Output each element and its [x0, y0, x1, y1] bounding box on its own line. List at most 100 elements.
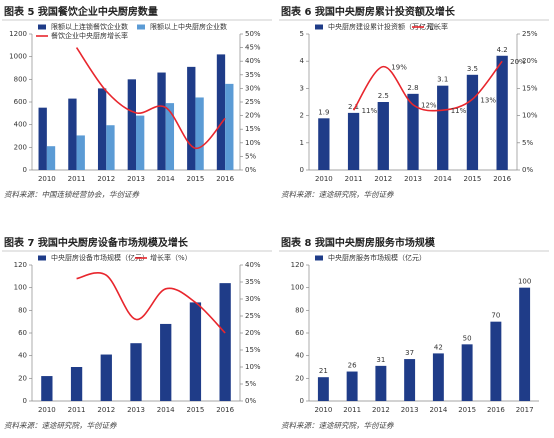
x-tick-label: 2015 [187, 406, 205, 414]
x-tick-label: 2010 [38, 406, 56, 414]
bar [41, 376, 53, 401]
bar-label: 3.5 [467, 65, 478, 73]
y2-tick-label: 10% [245, 363, 261, 371]
bar [318, 118, 330, 170]
y-tick-label: 200 [14, 143, 27, 151]
bar [432, 353, 444, 401]
line [75, 47, 226, 150]
y-tick-label: 3 [300, 84, 304, 92]
bar [165, 103, 175, 170]
bar [347, 112, 360, 170]
y-tick-label: 400 [14, 121, 27, 129]
y-tick-label: 5 [300, 30, 304, 38]
bar-label: 37 [405, 349, 414, 357]
legend-swatch [137, 24, 145, 30]
y2-tick-label: 5% [245, 152, 256, 160]
y-tick-label: 2 [300, 112, 304, 120]
line [352, 60, 503, 112]
y-tick-label: 40 [295, 352, 304, 360]
bar [375, 365, 387, 401]
bar [437, 85, 449, 170]
x-tick-label: 2011 [68, 175, 86, 183]
legend-label: 中央厨房建设累计投资额（万亿元） [328, 22, 440, 31]
bar [317, 377, 329, 401]
x-tick-label: 2010 [38, 175, 56, 183]
legend-swatch [315, 255, 323, 261]
legend-label: 限额以上中央厨房企业数 [150, 22, 227, 31]
x-tick-label: 2012 [374, 175, 392, 183]
y-tick-label: 100 [14, 284, 27, 292]
y-tick-label: 0 [23, 166, 27, 174]
bar [97, 88, 107, 170]
y2-tick-label: 45% [245, 44, 261, 52]
bar-label: 2.5 [378, 92, 389, 100]
bar [76, 135, 85, 170]
bar [216, 54, 226, 170]
x-tick-label: 2011 [343, 406, 361, 414]
y2-tick-label: 10% [245, 139, 261, 147]
y-tick-label: 0 [300, 397, 304, 405]
y-tick-label: 1200 [9, 30, 27, 38]
x-tick-label: 2011 [68, 406, 86, 414]
y2-tick-label: 0% [245, 397, 256, 405]
x-tick-label: 2015 [458, 406, 476, 414]
bar [68, 98, 77, 170]
chart-title: 图表 6 我国中央厨房累计投资额及增长 [281, 5, 456, 18]
bar-label: 2.8 [407, 84, 418, 92]
y-tick-label: 0 [300, 166, 304, 174]
line-label: 19% [391, 64, 407, 72]
y2-tick-label: 40% [245, 261, 261, 269]
line-label: 11% [451, 107, 467, 115]
x-tick-label: 2016 [493, 175, 511, 183]
y2-tick-label: 15% [522, 84, 538, 92]
x-tick-label: 2010 [314, 406, 332, 414]
y-tick-label: 120 [291, 261, 304, 269]
bar [195, 97, 204, 170]
source-note: 资料来源：速途研究院，华创证券 [281, 421, 394, 430]
y2-tick-label: 10% [522, 112, 538, 120]
y-tick-label: 60 [295, 329, 304, 337]
x-tick-label: 2016 [487, 406, 505, 414]
x-tick-label: 2013 [404, 175, 422, 183]
y-tick-label: 600 [14, 98, 27, 106]
x-tick-label: 2012 [97, 406, 115, 414]
x-tick-label: 2015 [187, 175, 205, 183]
line [76, 271, 226, 334]
y-tick-label: 20 [18, 374, 27, 382]
x-tick-label: 2015 [464, 175, 482, 183]
bar [127, 79, 136, 170]
legend-label: 中央厨房设备市场规模（亿元） [51, 253, 149, 262]
y-tick-label: 80 [18, 306, 27, 314]
x-tick-label: 2017 [516, 406, 534, 414]
x-tick-label: 2014 [434, 175, 452, 183]
bar-label: 3.1 [437, 76, 448, 84]
x-tick-label: 2013 [401, 406, 419, 414]
bar [46, 146, 56, 170]
y2-tick-label: 0% [522, 166, 533, 174]
bar-label: 70 [491, 312, 500, 320]
x-tick-label: 2012 [372, 406, 390, 414]
bar [225, 83, 234, 170]
y2-tick-label: 0% [245, 166, 256, 174]
y-tick-label: 20 [295, 374, 304, 382]
y2-tick-label: 40% [245, 57, 261, 65]
bar-label: 2.1 [348, 103, 359, 111]
chart-title: 图表 7 我国中央厨房设备市场规模及增长 [4, 236, 189, 249]
y2-tick-label: 5% [245, 380, 256, 388]
y-tick-label: 120 [14, 261, 27, 269]
x-tick-label: 2013 [127, 406, 145, 414]
chart-title: 图表 5 我国餐饮企业中央厨房数量 [4, 5, 158, 18]
bar-label: 50 [463, 334, 472, 342]
bar-label: 31 [376, 356, 385, 364]
y2-tick-label: 50% [245, 30, 261, 38]
bar-label: 21 [319, 367, 328, 375]
y2-tick-label: 25% [245, 98, 261, 106]
y-tick-label: 4 [300, 57, 305, 65]
bar [519, 287, 531, 401]
y2-tick-label: 30% [245, 295, 261, 303]
bar [106, 125, 115, 170]
chart-title: 图表 8 我国中央厨房服务市场规模 [281, 236, 436, 249]
y2-tick-label: 35% [245, 71, 261, 79]
legend-swatch [38, 255, 46, 261]
